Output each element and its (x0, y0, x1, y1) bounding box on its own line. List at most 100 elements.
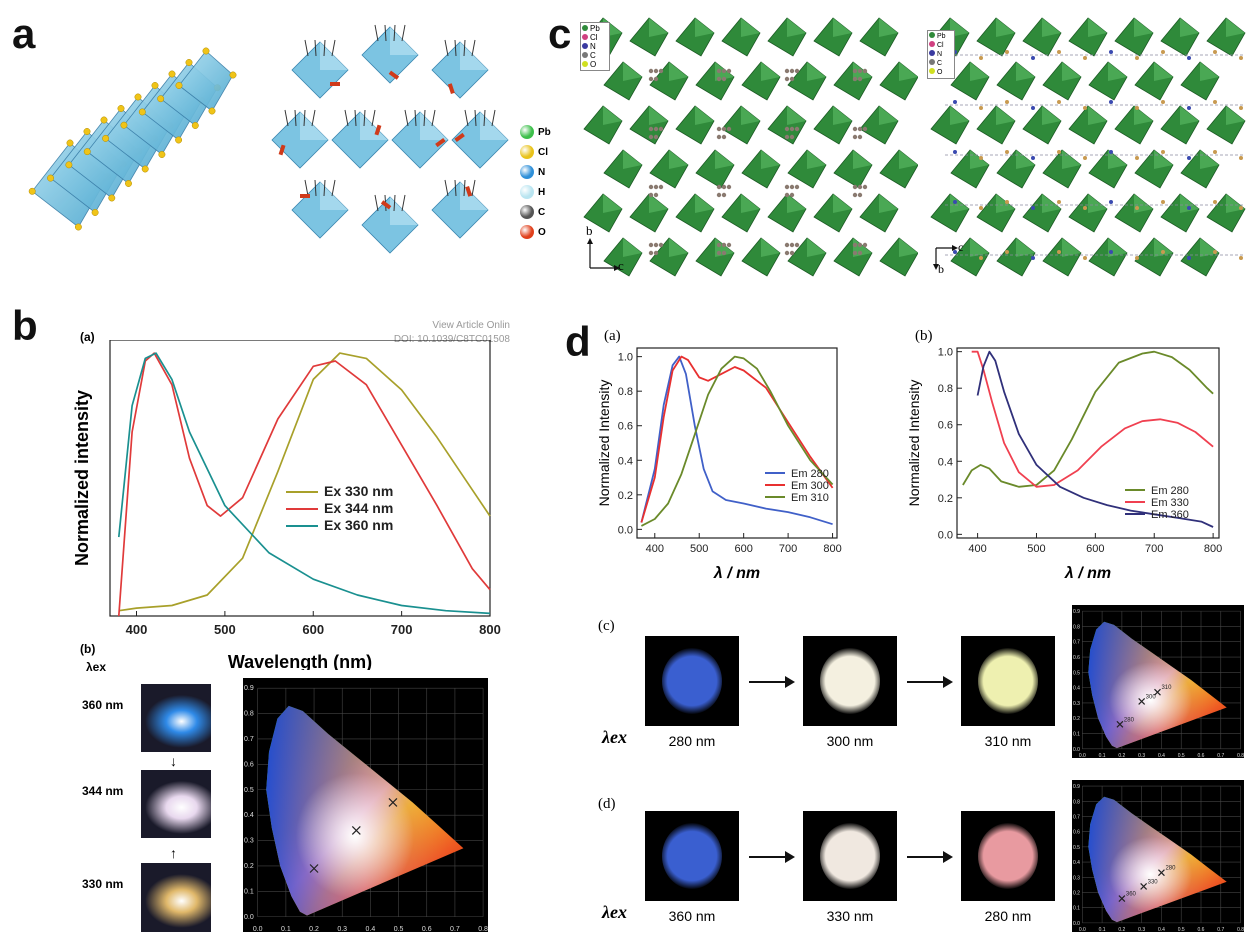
legend-item: N (582, 42, 608, 51)
lambda-ex-label-d-c: λex (602, 727, 627, 747)
y-tick-label: 0.4 (1073, 860, 1080, 866)
axis-arrows-right (933, 245, 958, 270)
cie-point-marker (388, 798, 398, 807)
x-tick-label: 0.6 (1198, 927, 1205, 932)
structure-view-right (930, 17, 1246, 277)
cie-point-marker (1118, 895, 1126, 902)
x-tick-label: 600 (302, 622, 324, 637)
sub-label-d-c: (c) (598, 618, 615, 634)
legend-label: Cl (538, 146, 548, 158)
legend-item: N (929, 50, 953, 59)
photo-label: 330 nm (82, 877, 124, 891)
atom-dot-icon (582, 52, 588, 58)
legend-label: Em 280 (1151, 485, 1189, 497)
legend-item-o: O (520, 222, 580, 242)
cie-diagram-d-d: 0.0 0.1 0.2 0.3 0.4 0.5 0.6 0.7 0.8 0.0 0.1 0.2 0.3 0… (1072, 780, 1244, 932)
cie-point-label: 280 (1124, 717, 1135, 723)
sub-label-d-a: (a) (604, 328, 621, 344)
y-tick-label: 0.8 (938, 383, 953, 395)
series-line-1 (971, 350, 1214, 488)
x-tick-label: 0.3 (337, 926, 347, 932)
x-tick-label: 0.2 (1118, 927, 1125, 932)
legend-label: H (538, 186, 546, 198)
y-tick-label: 0.6 (618, 421, 633, 433)
x-tick-label: 0.1 (1099, 753, 1106, 758)
cie-gamut-white (266, 705, 464, 916)
y-tick-label: 0.4 (618, 455, 633, 467)
x-tick-label: 0.1 (281, 926, 291, 932)
emission-spot (820, 648, 880, 714)
emission-spot (662, 823, 722, 889)
x-tick-label: 0.8 (478, 926, 488, 932)
axis-c-label-left: c (618, 258, 624, 273)
legend-label: Ex 330 nm (324, 483, 393, 499)
atom-dot-icon (582, 25, 588, 31)
x-tick-label: 0.3 (1138, 927, 1145, 932)
right-arrow-icon (907, 676, 953, 688)
y-tick-label: 0.1 (244, 888, 254, 895)
plot-frame (109, 340, 491, 617)
y-axis-label: Normalized Intensity (906, 380, 922, 507)
legend-item: C (582, 51, 608, 60)
legend-label: O (590, 60, 597, 69)
y-tick-label: 0.4 (1073, 686, 1080, 692)
emission-photo (961, 636, 1055, 726)
y-tick-label: 0.0 (1073, 921, 1080, 927)
emission-photo (961, 811, 1055, 901)
x-tick-label: 0.3 (1138, 753, 1145, 758)
photo-label: 360 nm (82, 698, 124, 712)
y-axis-label: Normalized intensity (72, 390, 92, 566)
y-tick-label: 0.7 (244, 736, 254, 743)
x-tick-label: 500 (214, 622, 236, 637)
legend-label: N (538, 166, 546, 178)
x-tick-label: 0.0 (1079, 753, 1086, 758)
x-tick-label: 0.2 (1118, 753, 1125, 758)
photo-label: 300 nm (826, 733, 874, 749)
atom-dot-icon (929, 32, 935, 38)
emission-photo (141, 863, 211, 932)
y-axis-label: Normalized Intensity (596, 380, 612, 507)
legend-label: N (937, 51, 943, 58)
panel-letter-d: d (565, 318, 591, 365)
y-tick-label: 0.2 (938, 493, 953, 505)
x-tick-label: 0.6 (422, 926, 432, 932)
x-tick-label: 800 (479, 622, 501, 637)
atom-dot-icon (520, 225, 534, 239)
legend-label: Em 310 (791, 492, 829, 504)
photo-label: 310 nm (984, 733, 1032, 749)
atom-legend-c-right: Pb Cl N C O (927, 30, 955, 79)
cie-point-marker (309, 864, 319, 873)
legend-item-n: N (520, 162, 580, 182)
emission-photo (803, 636, 897, 726)
y-tick-label: 0.3 (1073, 701, 1080, 707)
series-line-2 (640, 355, 834, 527)
y-tick-label: 0.0 (244, 914, 254, 921)
cie-point-marker (1154, 688, 1161, 696)
y-tick-label: 0.6 (1073, 655, 1080, 661)
y-tick-label: 0.1 (1073, 906, 1080, 912)
emission-photo (803, 811, 897, 901)
cie-point-label: 280 (1165, 866, 1176, 872)
cie-point-label: 330 (1148, 879, 1159, 885)
y-tick-label: 0.8 (1073, 624, 1080, 630)
legend-item: Cl (582, 33, 608, 42)
x-tick-label: 0.7 (1217, 753, 1224, 758)
legend-label: Cl (937, 42, 944, 49)
octahedra-chain-illustration (28, 47, 237, 231)
x-axis-label: λ / nm (713, 565, 760, 582)
photo-label: 330 nm (826, 908, 874, 924)
legend-item-h: H (520, 182, 580, 202)
series-line-2 (117, 352, 491, 615)
legend-label: O (538, 226, 546, 238)
y-tick-label: 0.1 (1073, 732, 1080, 738)
y-tick-label: 0.0 (618, 524, 633, 536)
y-tick-label: 0.0 (938, 529, 953, 541)
legend-label: C (937, 60, 943, 67)
legend-item-cl: Cl (520, 142, 580, 162)
atom-dot-icon (520, 145, 534, 159)
x-tick-label: 0.5 (394, 926, 404, 932)
x-tick-label: 0.8 (1237, 753, 1244, 758)
y-tick-label: 0.6 (244, 761, 254, 768)
